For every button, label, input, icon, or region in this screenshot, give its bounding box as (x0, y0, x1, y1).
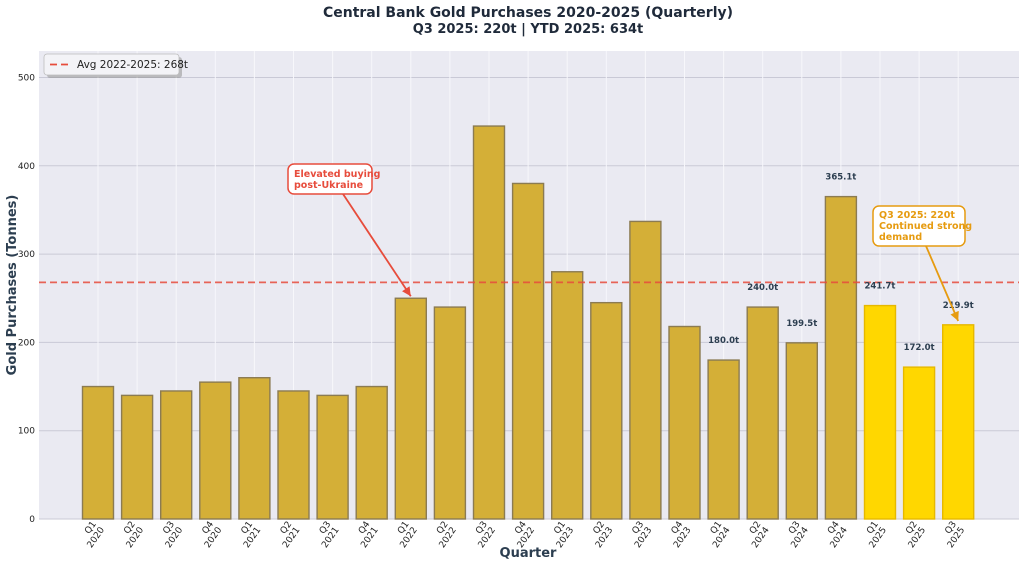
annotation-arrow (925, 245, 960, 322)
bar-labels: 180.0t 240.0t 199.5t 365.1t 241.7t 172.0t 219.… (708, 173, 974, 354)
bar-value-label: 219.9t (943, 301, 974, 311)
bar (551, 271, 584, 520)
annotation-arrow (342, 193, 412, 297)
annotation-text: post-Ukraine (294, 180, 363, 191)
bar (942, 324, 975, 520)
annotation-text: Q3 2025: 220t (879, 210, 955, 221)
y-tick-label: 300 (18, 250, 35, 260)
bar (394, 297, 427, 520)
bar (199, 381, 232, 520)
bar (863, 304, 897, 520)
y-tick-label: 100 (18, 427, 35, 437)
bar (433, 306, 467, 520)
bar (707, 359, 740, 520)
annotation-box (872, 205, 966, 247)
annotation-text: Continued strong (879, 221, 972, 232)
chart-subtitle: Q3 2025: 220t | YTD 2025: 634t (413, 22, 644, 37)
annotation-arrowhead (950, 310, 959, 321)
bar (785, 342, 818, 520)
bar-value-label: 365.1t (825, 173, 856, 183)
annotation-arrowhead (402, 286, 411, 297)
bar (629, 220, 662, 520)
bar (159, 390, 193, 520)
legend-label: Avg 2022-2025: 268t (77, 59, 188, 71)
y-axis-label: Gold Purchases (Tonnes) (5, 195, 20, 376)
y-tick-label: 0 (29, 515, 35, 525)
bars (81, 125, 975, 520)
bar (120, 394, 154, 520)
bar (590, 301, 623, 520)
legend: Avg 2022-2025: 268t (43, 53, 188, 78)
y-tick-label: 500 (18, 73, 35, 83)
y-tick-label: 400 (18, 162, 35, 172)
legend-box (43, 53, 180, 76)
bar-value-label: 240.0t (747, 283, 778, 293)
bar (472, 125, 506, 520)
bar (668, 325, 701, 520)
chart-title: Central Bank Gold Purchases 2020-2025 (Q… (323, 5, 733, 21)
y-tick-label: 200 (18, 338, 35, 348)
bar (238, 377, 271, 520)
bar (316, 394, 349, 520)
bar-value-label: 172.0t (904, 343, 935, 353)
bar (81, 385, 115, 520)
bar-value-label: 180.0t (708, 336, 739, 346)
annotation-box (287, 163, 373, 195)
bar-value-label: 199.5t (786, 319, 817, 329)
bar (511, 182, 545, 520)
bar-value-label: 241.7t (865, 282, 896, 292)
bar (746, 306, 779, 520)
bar (824, 195, 858, 520)
y-axis-ticks: 0 100 200 300 400 500 (18, 73, 35, 525)
bar (277, 390, 310, 520)
x-axis-label: Quarter (500, 546, 558, 561)
annotation-text: Elevated buying (294, 169, 380, 180)
bar (902, 366, 936, 520)
bar (355, 385, 388, 520)
annotation-text: demand (879, 232, 922, 243)
